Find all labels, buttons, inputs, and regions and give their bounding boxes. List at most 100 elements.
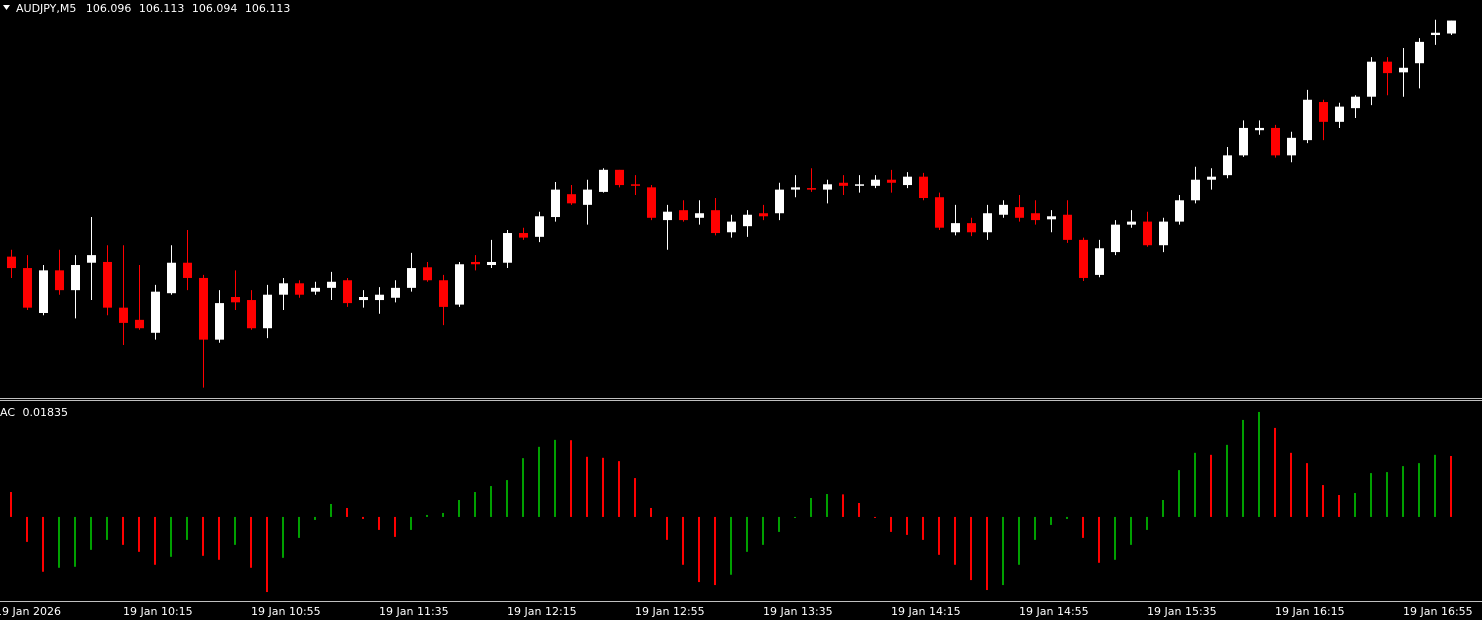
indicator-bar (1402, 466, 1404, 517)
indicator-bar (922, 516, 924, 540)
candle-body (935, 197, 944, 228)
indicator-bar (138, 516, 140, 552)
indicator-bar (154, 516, 156, 565)
candle-body (807, 188, 816, 190)
candle-body (23, 268, 32, 308)
indicator-bar (250, 516, 252, 568)
candle-body (55, 270, 64, 291)
symbol-menu-arrow[interactable] (3, 5, 10, 10)
candle-body (775, 189, 784, 214)
indicator-bar (1162, 500, 1164, 517)
candle-body (1095, 248, 1104, 275)
candle-body (359, 297, 368, 301)
indicator-bar (698, 516, 700, 583)
candle-body (967, 223, 976, 233)
symbol-title: AUDJPY,M5 (16, 2, 76, 15)
candle-body (1287, 137, 1296, 156)
candle-body (711, 210, 720, 234)
indicator-bar (218, 516, 220, 560)
candle-body (1079, 239, 1088, 278)
x-tick-label: 19 Jan 15:35 (1147, 605, 1217, 618)
indicator-bar (714, 516, 716, 586)
x-tick-label: 19 Jan 12:55 (635, 605, 705, 618)
indicator-bar (490, 486, 492, 517)
indicator-bar (1450, 455, 1452, 517)
candle-body (311, 287, 320, 292)
indicator-bar (1370, 473, 1372, 517)
indicator-bar (170, 516, 172, 557)
indicator-bar (234, 516, 236, 545)
candle-body (1383, 61, 1392, 74)
x-tick-label: 19 Jan 14:15 (891, 605, 961, 618)
candle-body (487, 261, 496, 266)
candle-body (103, 261, 112, 308)
last-close: 106.113 (245, 2, 291, 15)
indicator-bar (522, 458, 524, 517)
candle-body (279, 283, 288, 295)
indicator-bar (426, 514, 428, 517)
candle-body (551, 189, 560, 218)
candle-body (663, 211, 672, 221)
indicator-bar (298, 516, 300, 538)
indicator-bar (1066, 516, 1068, 519)
indicator-bar (122, 516, 124, 545)
candle-body (1271, 127, 1280, 156)
x-tick-label: 19 Jan 12:15 (507, 605, 577, 618)
candle-body (839, 182, 848, 186)
candle-body (647, 187, 656, 218)
candle-body (263, 294, 272, 329)
candle-body (823, 184, 832, 190)
candle-body (1335, 106, 1344, 122)
candle-body (679, 210, 688, 221)
chart-header: AUDJPY,M5 106.096 106.113 106.094 106.11… (16, 2, 290, 15)
indicator-bar (634, 478, 636, 517)
indicator-header: AC 0.01835 (0, 406, 68, 419)
candle-body (1255, 127, 1264, 131)
x-tick-label: 19 Jan 10:15 (123, 605, 193, 618)
candle-body (1063, 214, 1072, 240)
indicator-bar (1322, 485, 1324, 517)
indicator-bar (1194, 452, 1196, 517)
indicator-bar (506, 480, 508, 517)
indicator-bar (1034, 516, 1036, 540)
candle-body (791, 187, 800, 190)
candle-body (759, 213, 768, 217)
last-high: 106.113 (139, 2, 185, 15)
candle-body (1447, 20, 1456, 34)
candle-body (151, 291, 160, 333)
indicator-bar (346, 507, 348, 517)
indicator-bar (474, 492, 476, 517)
indicator-bar (1210, 454, 1212, 517)
indicator-bar (314, 516, 316, 520)
indicator-bar (378, 516, 380, 530)
candle-body (375, 294, 384, 301)
indicator-bar (394, 516, 396, 537)
indicator-bar (538, 446, 540, 517)
last-open: 106.096 (86, 2, 132, 15)
candle-body (919, 176, 928, 198)
x-tick-label: 19 Jan 16:15 (1275, 605, 1345, 618)
candle-body (439, 280, 448, 307)
candle-body (999, 204, 1008, 215)
indicator-bar (1418, 463, 1420, 517)
indicator-bar (938, 516, 940, 555)
candle-body (615, 169, 624, 186)
candle-body (135, 319, 144, 329)
indicator-bar (1434, 454, 1436, 517)
candle-body (343, 280, 352, 304)
candle-body (247, 300, 256, 329)
indicator-bar (186, 516, 188, 540)
last-low: 106.094 (192, 2, 238, 15)
indicator-bar (1306, 463, 1308, 517)
indicator-bar (42, 516, 44, 572)
x-tick-label: 19 Jan 2026 (0, 605, 61, 618)
candle-body (1415, 41, 1424, 64)
indicator-bar (1274, 427, 1276, 517)
indicator-bar (1114, 516, 1116, 560)
candle-body (983, 213, 992, 233)
indicator-bar (458, 500, 460, 517)
candle-body (695, 213, 704, 218)
indicator-bar (682, 516, 684, 565)
candle-body (1351, 96, 1360, 109)
indicator-bar (890, 516, 892, 532)
